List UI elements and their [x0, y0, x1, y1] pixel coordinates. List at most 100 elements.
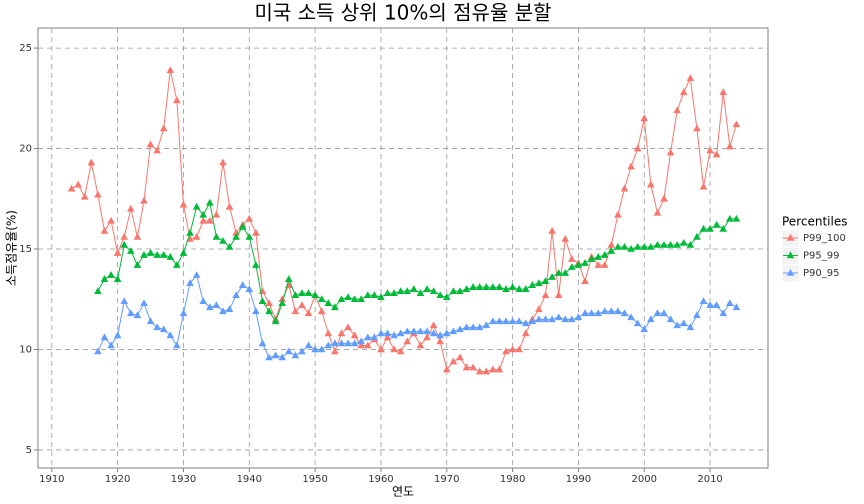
data-point: [653, 309, 662, 317]
legend-title: Percentiles: [782, 215, 847, 229]
legend-marker: [786, 251, 795, 259]
data-point: [686, 323, 695, 331]
data-point: [206, 198, 214, 206]
data-point: [278, 299, 287, 307]
data-point: [219, 307, 227, 315]
data-point: [258, 297, 267, 305]
legend-label: P95_99: [803, 251, 839, 262]
data-point: [186, 279, 194, 286]
data-point: [594, 309, 602, 317]
data-point: [344, 293, 352, 301]
data-point: [94, 190, 102, 198]
data-point: [225, 242, 234, 250]
data-point: [212, 301, 221, 309]
data-point: [482, 321, 491, 329]
data-point: [199, 216, 208, 224]
data-point: [554, 269, 563, 276]
data-point: [410, 285, 418, 292]
data-point: [640, 325, 649, 333]
data-point: [699, 297, 708, 305]
data-point: [390, 289, 398, 297]
x-tick-label: 1970: [434, 474, 459, 485]
data-point: [396, 329, 405, 337]
data-point: [442, 293, 451, 301]
data-point: [574, 313, 583, 321]
data-point: [456, 287, 464, 294]
data-point: [357, 295, 366, 303]
data-point: [541, 277, 550, 284]
data-point: [548, 226, 556, 234]
data-point: [686, 240, 695, 248]
data-point: [706, 301, 714, 309]
data-point: [271, 351, 280, 359]
data-point: [363, 291, 372, 299]
data-point: [304, 341, 313, 349]
x-tick-label: 1920: [105, 474, 130, 485]
data-point: [192, 271, 201, 278]
data-point: [561, 269, 570, 276]
data-point: [679, 238, 688, 246]
data-point: [403, 327, 412, 335]
data-point: [535, 305, 543, 313]
data-point: [370, 333, 379, 341]
data-point: [574, 261, 583, 268]
data-point: [337, 339, 346, 347]
data-point: [693, 124, 701, 132]
data-point: [252, 307, 260, 315]
data-point: [633, 319, 642, 327]
data-point: [186, 228, 194, 236]
data-point: [660, 309, 668, 317]
data-point: [521, 285, 530, 292]
data-point: [252, 261, 260, 268]
data-point: [502, 317, 510, 325]
data-point: [706, 224, 714, 232]
data-point: [489, 283, 497, 290]
data-point: [673, 106, 681, 114]
x-tick-label: 2010: [697, 474, 722, 485]
data-point: [732, 303, 741, 311]
data-point: [673, 321, 681, 329]
data-point: [660, 194, 668, 202]
y-tick-label: 20: [19, 144, 32, 155]
x-tick-label: 2000: [632, 474, 657, 485]
data-point: [436, 337, 444, 345]
data-point: [640, 114, 649, 122]
data-point: [495, 283, 504, 290]
data-point: [199, 297, 208, 305]
data-point: [653, 240, 662, 248]
data-point: [666, 148, 675, 156]
data-point: [732, 120, 741, 128]
data-point: [173, 341, 181, 349]
data-point: [462, 363, 471, 371]
data-point: [383, 289, 392, 297]
data-point: [140, 196, 148, 204]
data-point: [508, 317, 517, 325]
data-point: [581, 309, 589, 317]
data-point: [699, 224, 708, 232]
data-point: [436, 331, 444, 339]
data-point: [127, 204, 135, 212]
y-tick-label: 15: [19, 244, 32, 255]
data-point: [726, 142, 734, 150]
chart-title: 미국 소득 상위 10%의 점유율 분할: [254, 1, 551, 25]
data-point: [403, 287, 412, 294]
data-point: [331, 347, 339, 355]
data-point: [252, 228, 260, 236]
data-point: [726, 299, 734, 307]
data-point: [284, 275, 293, 282]
data-point: [219, 158, 227, 166]
data-point: [712, 220, 721, 228]
data-point: [508, 345, 517, 353]
data-point: [666, 240, 675, 248]
data-point: [640, 242, 649, 250]
data-point: [298, 347, 306, 355]
data-point: [515, 317, 523, 325]
data-point: [311, 291, 319, 299]
data-point: [232, 291, 240, 299]
data-point: [581, 277, 589, 284]
data-point: [238, 222, 247, 230]
plot-panel: [37, 27, 769, 469]
data-point: [179, 309, 188, 317]
y-axis-title: 소득점유율(%): [5, 210, 19, 286]
data-point: [278, 353, 287, 361]
